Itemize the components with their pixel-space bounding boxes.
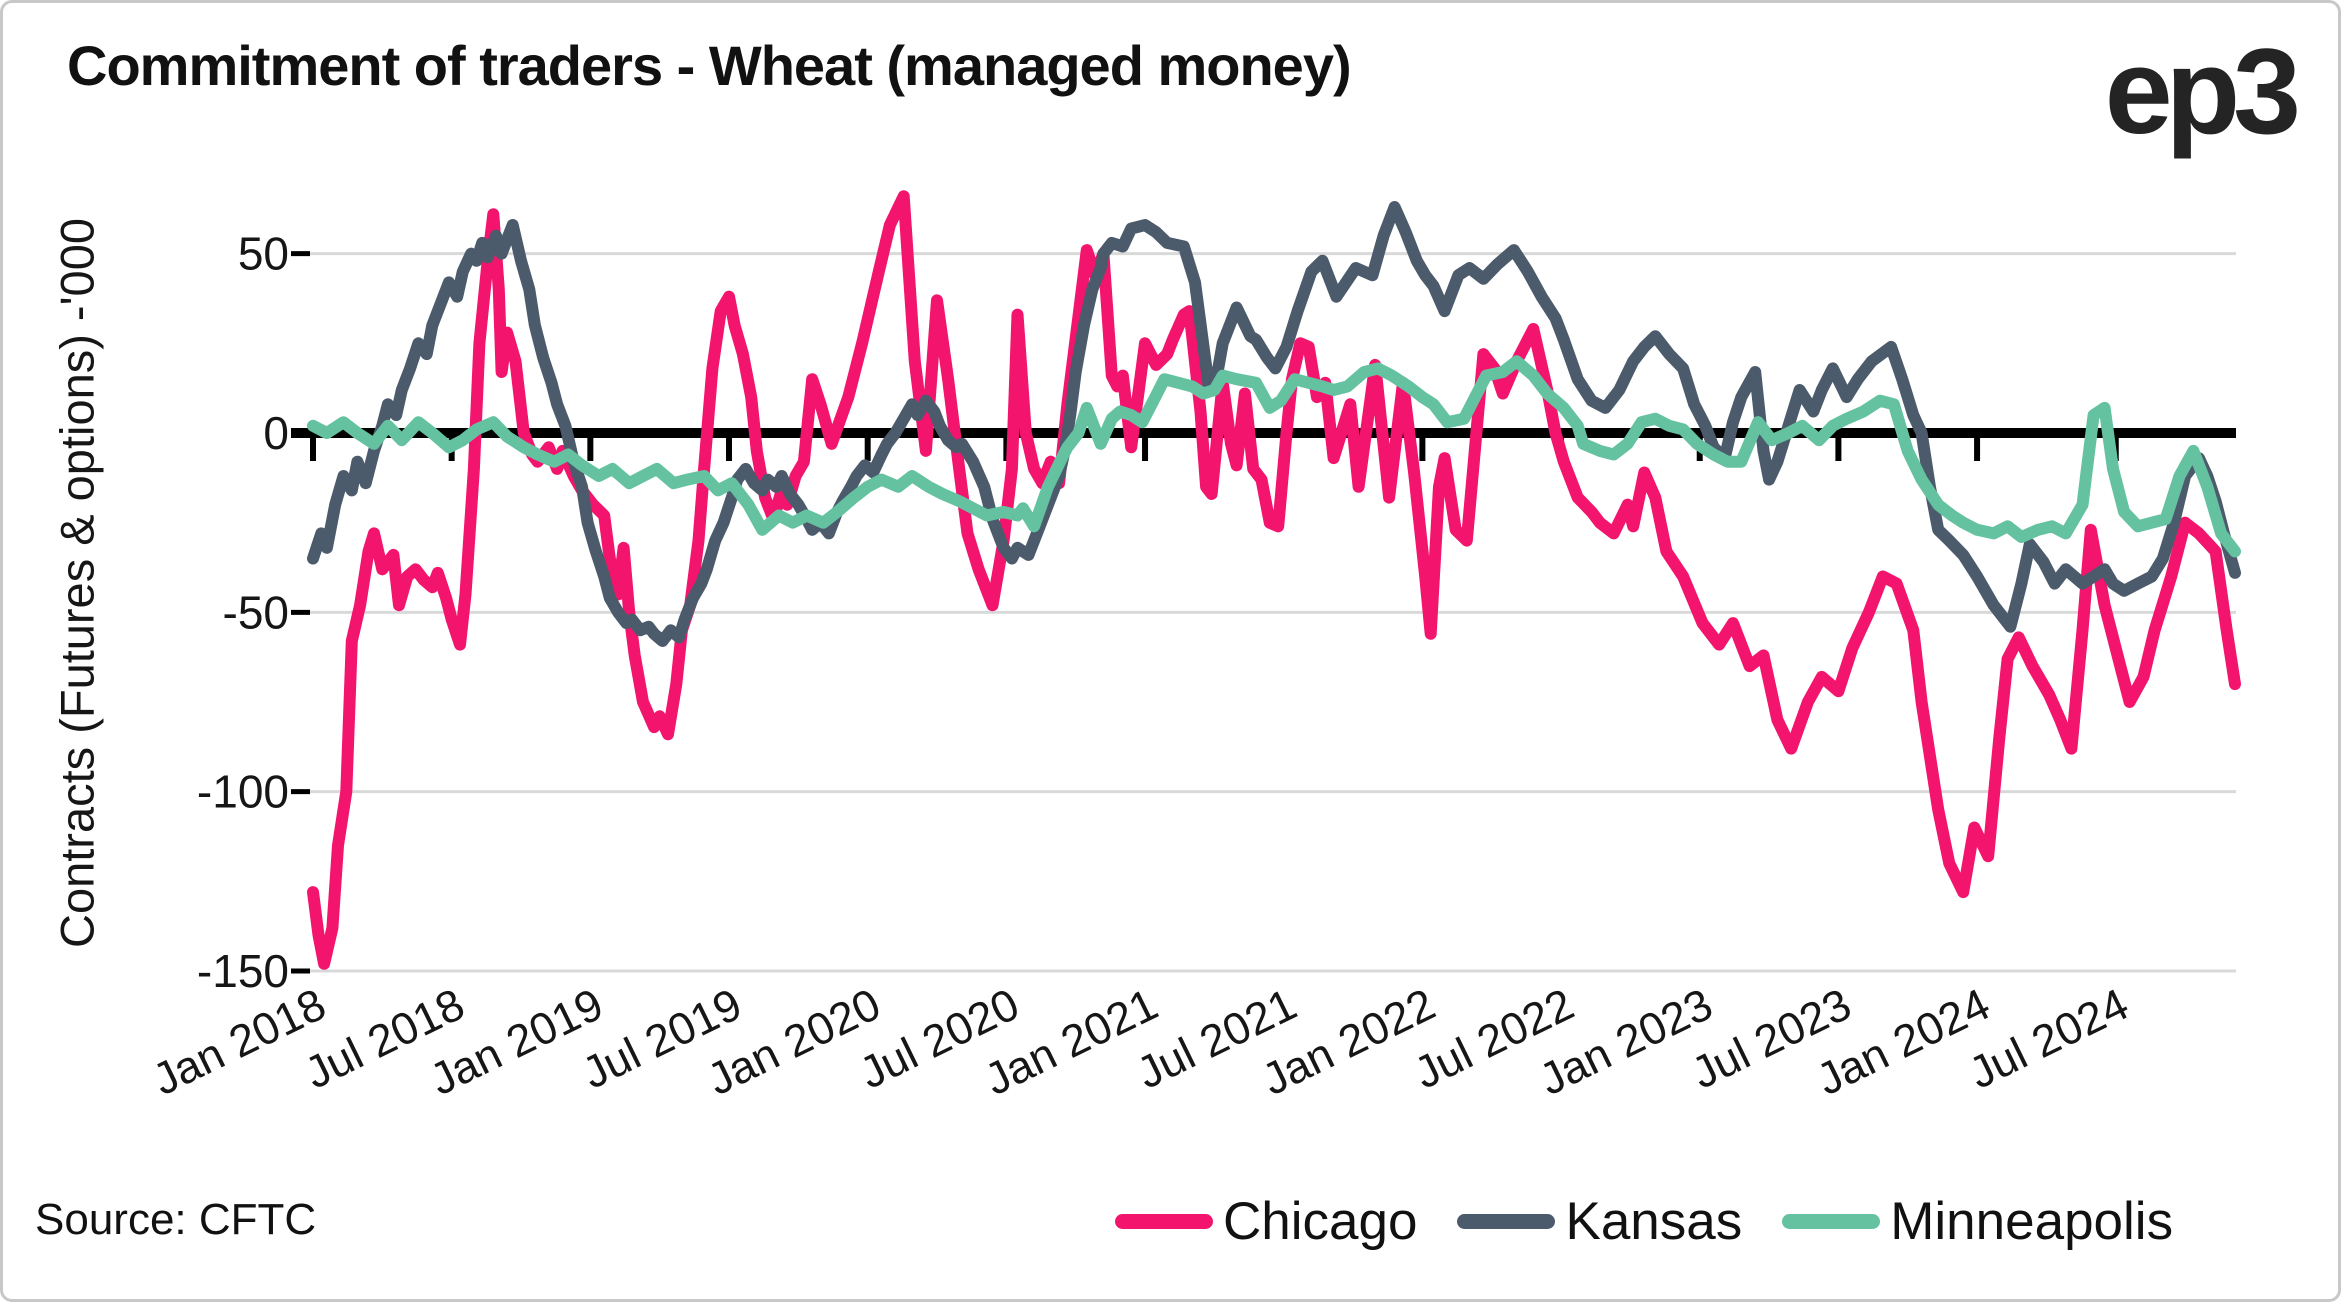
y-tick-label: -150 xyxy=(197,945,289,997)
legend-item-minneapolis: Minneapolis xyxy=(1782,1191,2173,1252)
y-tick-label: -50 xyxy=(223,586,289,638)
series-line-kansas xyxy=(307,201,2241,647)
legend-label: Minneapolis xyxy=(1890,1192,2174,1251)
gridlines: 50 0 -50 -100 -150 xyxy=(197,228,2236,997)
legend-label: Chicago xyxy=(1223,1192,1418,1251)
x-tick-label: Jul 2024 xyxy=(1961,978,2136,1098)
series-line-minneapolis xyxy=(307,355,2241,558)
chart-legend: Chicago Kansas Minneapolis xyxy=(1115,1191,2173,1252)
y-tick-label: -100 xyxy=(197,766,289,818)
kansas-line-swatch xyxy=(1457,1214,1556,1229)
legend-label: Kansas xyxy=(1565,1192,1743,1251)
y-tick-label: 50 xyxy=(238,228,289,280)
minneapolis-line-swatch xyxy=(1782,1214,1881,1229)
chicago-line-swatch xyxy=(1115,1214,1213,1229)
legend-item-kansas: Kansas xyxy=(1457,1191,1742,1252)
x-tick-label: Jan 2018 xyxy=(145,978,334,1105)
page-title: Commitment of traders - Wheat (managed m… xyxy=(67,34,1352,97)
legend-item-chicago: Chicago xyxy=(1115,1191,1417,1252)
source-note: Source: CFTC xyxy=(35,1195,317,1244)
y-tick-label: 0 xyxy=(263,407,289,459)
brand-logo-ep3: ep3 xyxy=(2104,23,2301,159)
